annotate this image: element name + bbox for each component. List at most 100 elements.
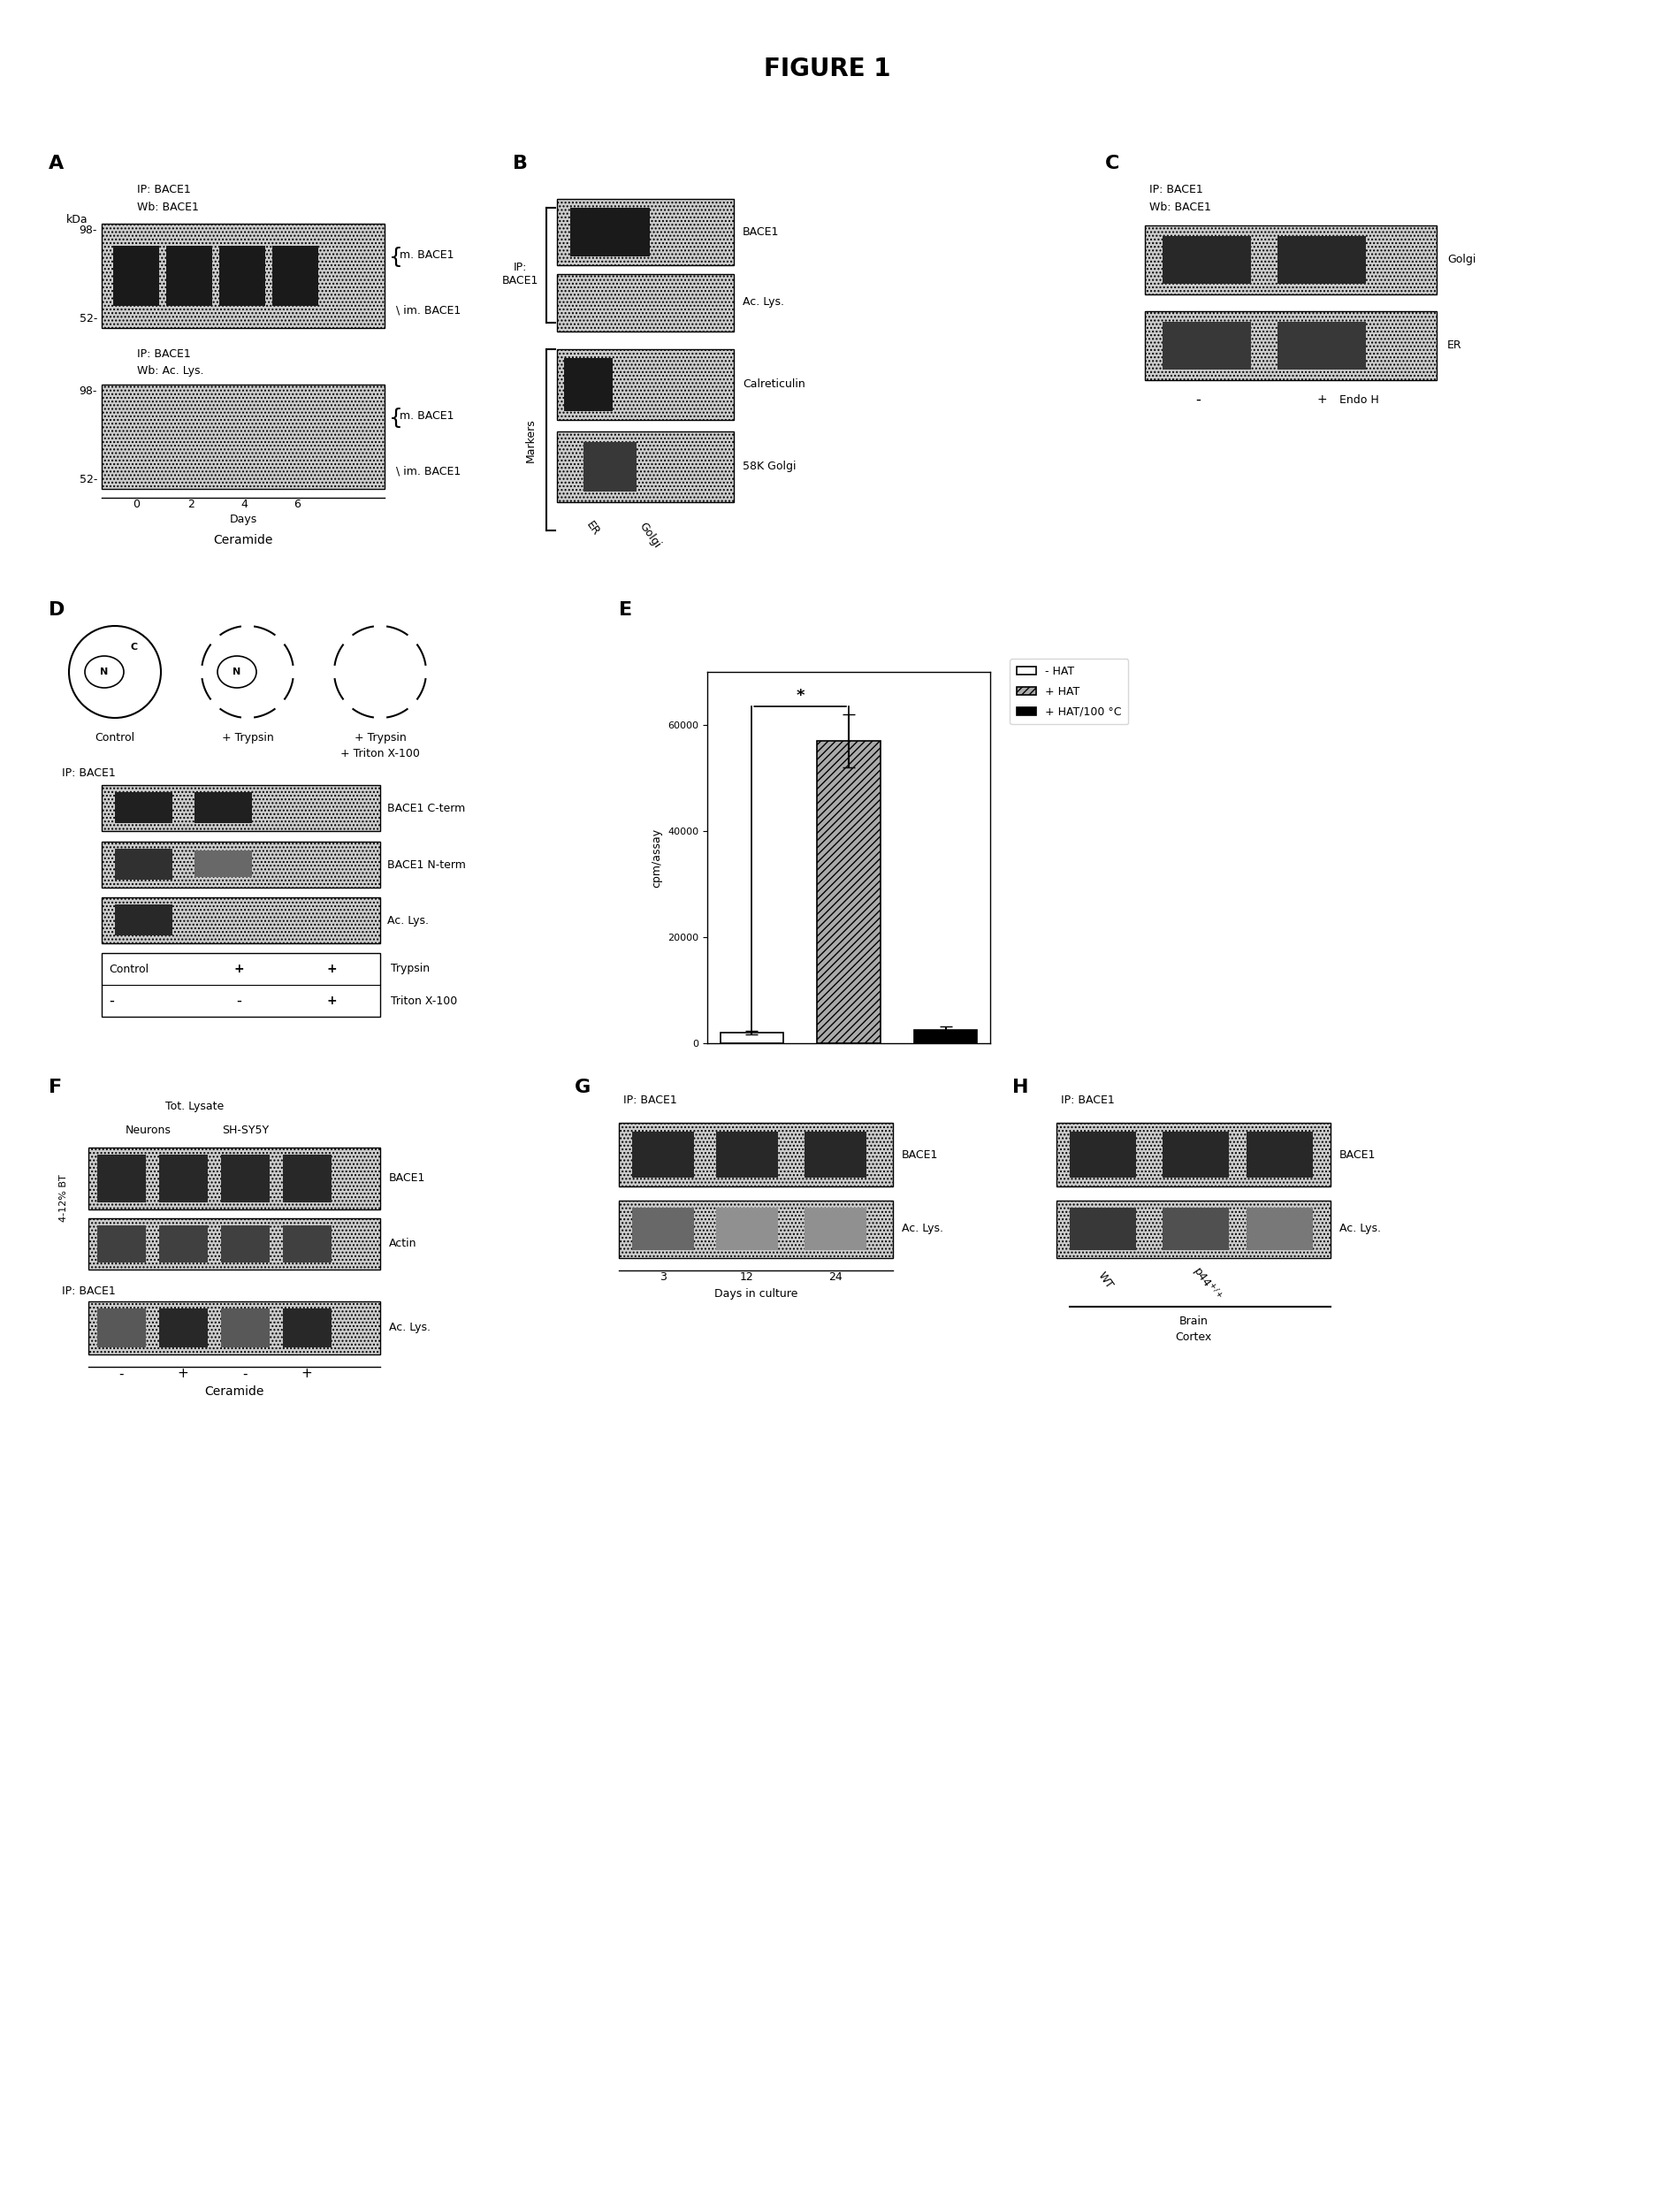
- Bar: [584, 442, 637, 491]
- Text: IP: BACE1: IP: BACE1: [1061, 1095, 1114, 1106]
- Text: IP: BACE1: IP: BACE1: [624, 1095, 677, 1106]
- Text: IP: BACE1: IP: BACE1: [61, 768, 116, 779]
- Text: Wb: BACE1: Wb: BACE1: [1149, 201, 1211, 215]
- Bar: [283, 1310, 331, 1347]
- Bar: [101, 785, 381, 832]
- Text: BACE1: BACE1: [902, 1148, 938, 1161]
- Bar: [1162, 1208, 1230, 1250]
- Text: {: {: [389, 248, 404, 268]
- Bar: [1069, 1133, 1135, 1177]
- Text: 4: 4: [240, 500, 248, 511]
- Bar: [1278, 237, 1365, 283]
- Text: Wb: BACE1: Wb: BACE1: [137, 201, 199, 215]
- Legend: - HAT, + HAT, + HAT/100 °C: - HAT, + HAT, + HAT/100 °C: [1010, 659, 1129, 723]
- Text: ER: ER: [584, 520, 601, 538]
- Bar: [632, 1133, 693, 1177]
- Bar: [914, 1031, 978, 1044]
- Bar: [1056, 1124, 1331, 1186]
- Bar: [101, 223, 384, 327]
- Text: 0: 0: [132, 500, 139, 511]
- Bar: [101, 385, 384, 489]
- Text: Golgi: Golgi: [637, 520, 662, 551]
- Text: N: N: [101, 668, 109, 677]
- Bar: [804, 1208, 867, 1250]
- Text: 12: 12: [740, 1272, 755, 1283]
- Bar: [88, 1148, 381, 1210]
- Text: \ im. BACE1: \ im. BACE1: [396, 465, 460, 478]
- Text: -: -: [237, 993, 242, 1009]
- Text: Ac. Lys.: Ac. Lys.: [387, 914, 429, 927]
- Bar: [717, 1133, 778, 1177]
- Text: +: +: [301, 1367, 313, 1380]
- Bar: [1162, 321, 1251, 369]
- Text: Cortex: Cortex: [1175, 1332, 1211, 1343]
- Text: IP: BACE1: IP: BACE1: [137, 347, 190, 358]
- Text: 58K Golgi: 58K Golgi: [743, 460, 796, 473]
- Text: SH-SY5Y: SH-SY5Y: [222, 1124, 270, 1135]
- Text: Ac. Lys.: Ac. Lys.: [902, 1223, 943, 1234]
- Text: + Triton X-100: + Triton X-100: [341, 748, 420, 759]
- Text: -: -: [1195, 392, 1200, 407]
- Bar: [283, 1155, 331, 1203]
- Bar: [159, 1155, 209, 1203]
- Text: Brain: Brain: [1178, 1316, 1208, 1327]
- Text: +: +: [177, 1367, 189, 1380]
- Text: B: B: [513, 155, 528, 173]
- Text: m. BACE1: m. BACE1: [399, 250, 453, 261]
- Bar: [114, 849, 172, 880]
- Text: 4-12% BT: 4-12% BT: [60, 1175, 68, 1221]
- Bar: [114, 792, 172, 823]
- Bar: [818, 741, 880, 1044]
- Text: BACE1 N-term: BACE1 N-term: [387, 858, 465, 869]
- Text: C: C: [131, 644, 137, 653]
- Text: Triton X-100: Triton X-100: [391, 995, 457, 1006]
- Text: 52-: 52-: [79, 314, 98, 325]
- Bar: [88, 1301, 381, 1354]
- Bar: [1056, 1201, 1331, 1259]
- Bar: [1145, 312, 1437, 380]
- Text: Wb: Ac. Lys.: Wb: Ac. Lys.: [137, 365, 204, 376]
- Bar: [804, 1133, 867, 1177]
- Bar: [558, 431, 733, 502]
- Text: WT: WT: [1096, 1270, 1115, 1292]
- Text: Markers: Markers: [525, 418, 536, 462]
- Text: m. BACE1: m. BACE1: [399, 409, 453, 420]
- Text: Ac. Lys.: Ac. Lys.: [389, 1323, 430, 1334]
- Bar: [222, 1225, 270, 1263]
- Bar: [1145, 226, 1437, 294]
- Text: -: -: [243, 1367, 247, 1380]
- Text: IP: BACE1: IP: BACE1: [137, 184, 190, 197]
- Text: 2: 2: [187, 500, 194, 511]
- Text: Actin: Actin: [389, 1239, 417, 1250]
- Bar: [114, 905, 172, 936]
- Text: D: D: [48, 602, 65, 619]
- Bar: [166, 246, 212, 305]
- Bar: [101, 953, 381, 1018]
- Text: *: *: [796, 688, 804, 703]
- Text: Control: Control: [109, 962, 149, 975]
- Text: BACE1: BACE1: [1339, 1148, 1375, 1161]
- Text: Ceramide: Ceramide: [205, 1385, 265, 1398]
- Text: kDa: kDa: [66, 215, 88, 226]
- Text: Ac. Lys.: Ac. Lys.: [1339, 1223, 1380, 1234]
- Text: C: C: [1106, 155, 1119, 173]
- Text: Days in culture: Days in culture: [715, 1287, 798, 1298]
- Text: 98-: 98-: [79, 385, 98, 398]
- Bar: [113, 246, 159, 305]
- Bar: [1162, 1133, 1230, 1177]
- Text: -: -: [109, 993, 114, 1009]
- Bar: [195, 792, 252, 823]
- Text: +: +: [326, 995, 336, 1006]
- Text: Endo H: Endo H: [1339, 394, 1379, 405]
- Text: +: +: [326, 962, 336, 975]
- Text: Tot. Lysate: Tot. Lysate: [166, 1102, 223, 1113]
- Bar: [195, 849, 252, 876]
- Bar: [98, 1155, 146, 1203]
- Bar: [101, 898, 381, 942]
- Text: BACE1: BACE1: [389, 1172, 425, 1183]
- Text: A: A: [48, 155, 65, 173]
- Text: + Trypsin: + Trypsin: [222, 732, 273, 743]
- Bar: [222, 1310, 270, 1347]
- Text: 6: 6: [293, 500, 301, 511]
- Y-axis label: cpm/assay: cpm/assay: [650, 827, 662, 887]
